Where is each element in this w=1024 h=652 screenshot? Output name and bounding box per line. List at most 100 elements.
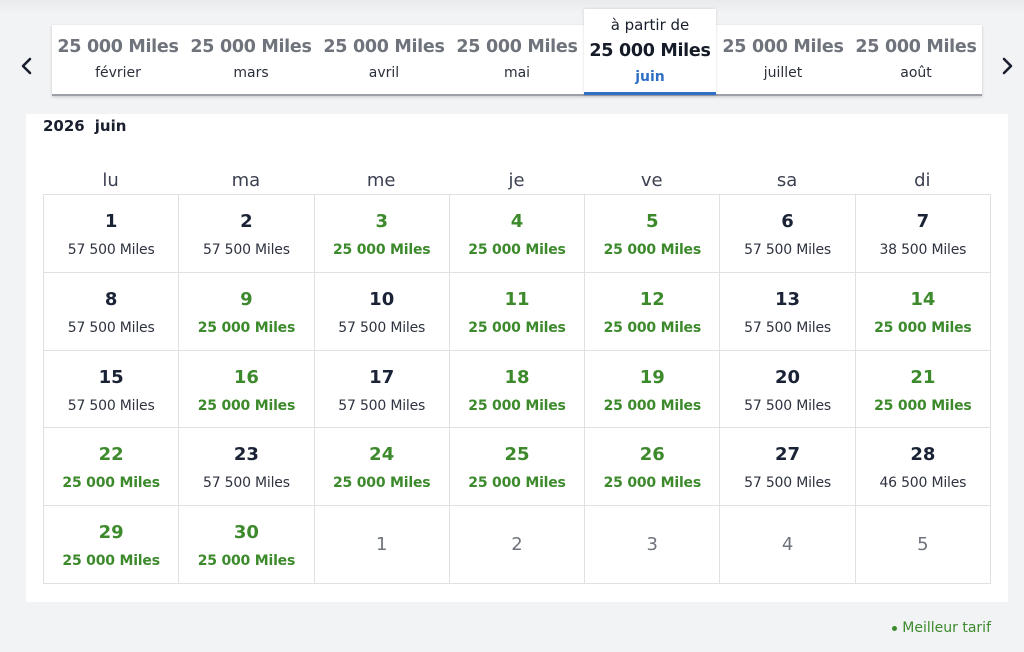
calendar-month: juin [94,117,127,135]
day-miles-price: 25 000 Miles [468,319,566,336]
calendar-day-cell[interactable]: 16 25 000 Miles [179,350,315,429]
day-number: 19 [639,366,665,388]
calendar-day-cell[interactable]: 19 25 000 Miles [585,350,721,429]
next-month-day-cell: 1 [314,506,450,584]
calendar-day-cell[interactable]: 22 25 000 Miles [44,428,180,507]
calendar-day-cell[interactable]: 24 25 000 Miles [314,428,450,507]
day-miles-price: 25 000 Miles [468,475,566,492]
calendar-day-cell[interactable]: 6 57 500 Miles [720,195,856,273]
day-miles-price: 25 000 Miles [874,319,972,336]
day-number: 18 [504,366,530,388]
calendar-day-cell[interactable]: 13 57 500 Miles [720,272,856,351]
next-month-day-cell: 2 [449,506,586,584]
calendar-day-cell[interactable]: 5 25 000 Miles [585,195,721,273]
day-number: 27 [775,444,801,466]
calendar-day-cell[interactable]: 27 57 500 Miles [720,428,856,507]
day-miles-price: 38 500 Miles [879,242,967,258]
calendar-day-cell[interactable]: 21 25 000 Miles [855,350,991,429]
calendar-day-cell[interactable]: 25 25 000 Miles [449,428,586,507]
month-price: 25 000 Miles [855,37,977,57]
day-miles-price: 57 500 Miles [338,397,426,414]
day-number: 9 [240,288,253,310]
calendar-day-cell[interactable]: 11 25 000 Miles [449,272,586,351]
day-number: 30 [233,522,259,544]
calendar-day-cell[interactable]: 2 57 500 Miles [179,195,315,273]
calendar-panel: 2026 juin lu ma me je ve sa di 1 57 500 Miles 2 57… [26,114,1008,602]
calendar-day-cell[interactable]: 3 25 000 Miles [314,195,450,273]
calendar-day-cell[interactable]: 4 25 000 Miles [449,195,586,273]
day-number: 3 [646,534,658,556]
weekday-label: ve [640,170,663,191]
day-miles-price: 57 500 Miles [744,319,831,336]
day-miles-price: 25 000 Miles [62,475,160,492]
month-name: août [900,65,932,81]
day-number: 5 [646,211,659,232]
day-number: 11 [504,288,530,310]
day-number: 1 [104,211,118,232]
day-number: 2 [511,534,523,556]
day-number: 22 [98,444,124,466]
month-tab-aout[interactable]: 25 000 Miles août [850,25,982,94]
weekday-label: je [508,170,525,191]
day-number: 28 [910,444,936,466]
calendar-day-cell[interactable]: 1 57 500 Miles [44,195,180,273]
day-number: 4 [510,211,524,232]
calendar-day-cell[interactable]: 20 57 500 Miles [720,350,856,429]
month-name: mai [503,65,531,81]
calendar-day-cell[interactable]: 15 57 500 Miles [44,350,180,429]
month-price: 25 000 Miles [589,41,711,61]
day-number: 25 [504,444,530,466]
calendar-day-cell[interactable]: 9 25 000 Miles [179,272,315,351]
month-price: 25 000 Miles [456,37,578,57]
calendar-day-cell[interactable]: 30 25 000 Miles [179,506,315,584]
month-tab-avril[interactable]: 25 000 Miles avril [318,25,450,94]
day-number: 10 [369,288,395,310]
month-price: 25 000 Miles [722,37,844,57]
previous-months-button[interactable] [14,52,38,80]
month-tab-mars[interactable]: 25 000 Miles mars [185,25,317,94]
calendar-day-cell[interactable]: 23 57 500 Miles [179,428,315,507]
month-name: juillet [763,65,803,81]
day-number: 13 [775,288,801,310]
month-name: avril [368,65,400,81]
weekday-label: me [366,170,396,191]
day-number: 6 [781,211,794,232]
weekday-header: lu ma me je ve sa di [43,170,990,194]
calendar-day-cell[interactable]: 10 57 500 Miles [314,272,450,351]
next-month-day-cell: 5 [855,506,991,584]
day-number: 15 [98,366,124,388]
day-miles-price: 25 000 Miles [332,242,431,258]
day-number: 1 [375,534,388,556]
month-price: 25 000 Miles [190,37,312,57]
month-tab-fevrier[interactable]: 25 000 Miles février [52,25,184,94]
day-miles-price: 25 000 Miles [332,475,431,492]
from-prefix: à partir de [610,16,690,34]
day-miles-price: 25 000 Miles [603,397,702,414]
calendar-day-cell[interactable]: 18 25 000 Miles [449,350,586,429]
calendar-day-cell[interactable]: 26 25 000 Miles [585,428,721,507]
calendar-day-cell[interactable]: 14 25 000 Miles [855,272,991,351]
calendar-day-cell[interactable]: 29 25 000 Miles [44,506,180,584]
month-tab-juin-active[interactable]: à partir de 25 000 Miles juin [584,9,716,95]
day-number: 17 [369,366,395,388]
day-miles-price: 57 500 Miles [744,475,831,492]
day-miles-price: 57 500 Miles [338,319,426,336]
day-number: 29 [98,522,124,544]
month-strip: 25 000 Miles février 25 000 Miles mars 2… [52,9,982,96]
next-months-button[interactable] [996,52,1020,80]
calendar-day-cell[interactable]: 17 57 500 Miles [314,350,450,429]
calendar-year: 2026 [43,117,85,135]
best-fare-legend: Meilleur tarif [892,620,991,636]
day-number: 23 [233,444,259,466]
month-tab-juillet[interactable]: 25 000 Miles juillet [717,25,849,94]
calendar-day-cell[interactable]: 28 46 500 Miles [855,428,991,507]
day-miles-price: 57 500 Miles [67,397,155,414]
calendar-day-cell[interactable]: 12 25 000 Miles [585,272,721,351]
day-number: 2 [240,211,253,232]
day-miles-price: 25 000 Miles [603,242,702,258]
day-miles-price: 25 000 Miles [197,553,296,570]
calendar-day-cell[interactable]: 7 38 500 Miles [855,195,991,273]
calendar-day-cell[interactable]: 8 57 500 Miles [44,272,180,351]
month-tab-mai[interactable]: 25 000 Miles mai [451,25,583,94]
day-number: 5 [917,534,929,556]
